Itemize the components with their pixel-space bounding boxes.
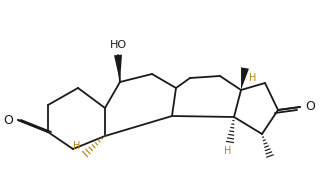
- Text: O: O: [305, 101, 315, 114]
- Text: H: H: [73, 141, 81, 151]
- Text: H: H: [224, 146, 232, 156]
- Polygon shape: [241, 67, 249, 90]
- Polygon shape: [114, 55, 122, 82]
- Text: HO: HO: [110, 40, 126, 50]
- Text: O: O: [3, 114, 13, 127]
- Text: H: H: [249, 73, 257, 83]
